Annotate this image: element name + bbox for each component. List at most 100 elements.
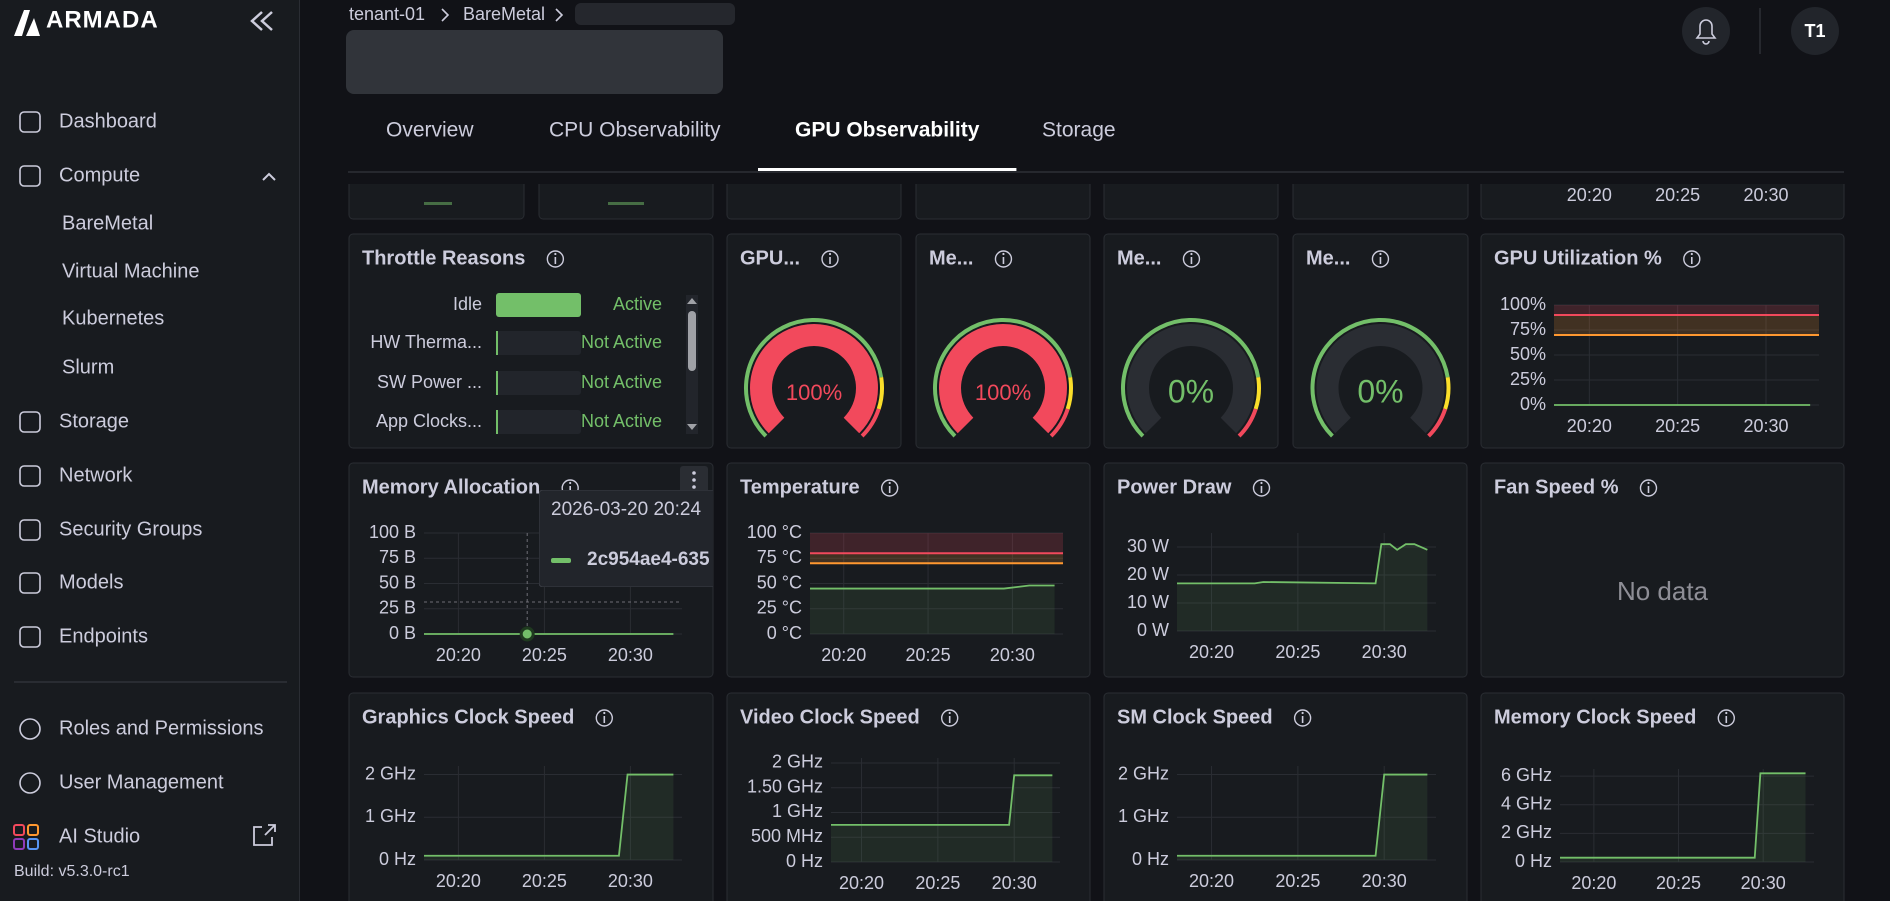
x-tick-label: 20:25 [915,873,960,893]
gauge-label: 0% [1168,373,1214,409]
gauge-threshold [860,408,881,438]
status-bar [496,331,581,355]
nav-item[interactable]: Virtual Machine [62,260,199,282]
info-icon[interactable] [595,709,613,727]
x-tick-label: 20:30 [990,645,1035,665]
throttle-name: HW Therma... [370,332,482,352]
info-icon[interactable] [821,250,839,268]
tooltip-swatch [551,558,571,563]
status-bar-edge [496,331,498,355]
throttle-status: Active [613,294,662,314]
info-icon[interactable] [1371,250,1390,268]
logo-mark [14,10,40,36]
x-tick-label: 20:25 [522,645,567,665]
info-icon [888,481,891,485]
breadcrumb[interactable]: BareMetal [463,4,545,24]
info-icon[interactable] [994,250,1013,268]
breadcrumb-sep [555,8,564,22]
gauge-threshold [1427,408,1448,438]
info-icon[interactable] [1252,479,1271,497]
info-icon[interactable] [1683,250,1701,268]
tab[interactable]: GPU Observability [795,119,980,142]
external-link[interactable] [253,824,276,846]
nav-item[interactable]: Network [59,464,133,486]
chevron[interactable] [262,172,276,181]
info-icon [1647,481,1650,485]
area [810,585,1055,634]
nav-item[interactable]: User Management [59,771,224,793]
y-tick-label: 0% [1520,394,1546,414]
ai-icon [13,838,25,850]
nav-item[interactable]: Slurm [62,356,114,378]
y-tick-label: 100% [1500,294,1546,314]
nav-item[interactable]: Storage [59,410,129,432]
y-tick-label: 0 W [1137,620,1169,640]
y-tick-label: 50 B [379,572,416,592]
panel-title: Me... [1117,247,1161,269]
info-icon [948,711,951,715]
avatar[interactable] [1791,7,1839,55]
x-tick-label: 20:20 [821,645,866,665]
tab[interactable]: Storage [1042,119,1116,142]
info-icon[interactable] [880,479,899,497]
tooltip: 2026-03-20 20:24 2c954ae4-635 [539,490,713,587]
panel-title: Me... [929,247,973,269]
gauge-label: 0% [1357,373,1403,409]
tab[interactable]: CPU Observability [549,119,721,142]
gauge-threshold [1237,408,1258,438]
info-icon[interactable] [1293,709,1312,727]
collapse-button[interactable] [250,11,273,31]
panel-title: GPU Utilization % [1494,247,1662,269]
throttle-name: App Clocks... [376,411,482,431]
y-tick-label: 10 W [1127,592,1169,612]
x-tick-label: 20:30 [1362,642,1407,662]
nav-item[interactable]: Models [59,571,123,593]
nav-item[interactable]: AI Studio [59,825,140,847]
menu-dot [692,471,696,475]
info-icon[interactable] [1182,250,1201,268]
gauge-track [1316,324,1445,434]
threshold-band [1554,315,1819,335]
build-version: Build: v5.3.0-rc1 [14,863,130,880]
panel-title: Graphics Clock Speed [362,706,574,728]
nav-item[interactable]: Compute [59,164,140,186]
notifications[interactable] [1682,7,1730,55]
nav-item[interactable]: Kubernetes [62,307,164,329]
nav-icon [19,626,41,648]
x-tick-label: 20:30 [1743,185,1788,205]
info-icon[interactable] [1639,479,1658,497]
nav-icon [19,165,41,187]
x-tick-label: 20:20 [1567,416,1612,436]
nav-item[interactable]: Roles and Permissions [59,717,264,739]
info-icon[interactable] [546,250,565,268]
x-tick-label: 20:25 [1275,871,1320,891]
x-tick-label: 20:25 [1656,873,1701,893]
x-tick-label: 20:30 [1362,871,1407,891]
status-bar [496,410,581,434]
info-icon[interactable] [940,709,959,727]
nav-item[interactable]: Dashboard [59,110,157,132]
y-tick-label: 0 Hz [786,851,823,871]
x-tick-label: 20:25 [1655,185,1700,205]
x-tick-label: 20:20 [1567,185,1612,205]
breadcrumb[interactable]: tenant-01 [349,4,425,24]
tooltip-time: 2026-03-20 20:24 [551,499,701,520]
info-icon[interactable] [1717,709,1735,727]
scroll-thumb[interactable] [688,311,696,371]
y-tick-label: 25 B [379,598,416,618]
nav-item[interactable]: Security Groups [59,518,202,540]
throttle-status: Not Active [581,332,662,352]
y-tick-label: 2 GHz [1501,822,1552,842]
blurred-text [575,3,735,25]
gauge-value [939,324,1067,434]
x-tick-label: 20:30 [608,871,653,891]
tooltip-series: 2c954ae4-635 [587,549,710,570]
nav-item[interactable]: Endpoints [59,625,148,647]
menu-dot [692,478,696,482]
tab[interactable]: Overview [386,119,474,142]
info-icon [1725,711,1728,715]
x-tick-label: 20:20 [839,873,884,893]
area [1177,774,1428,860]
nav-item[interactable]: BareMetal [62,212,153,234]
